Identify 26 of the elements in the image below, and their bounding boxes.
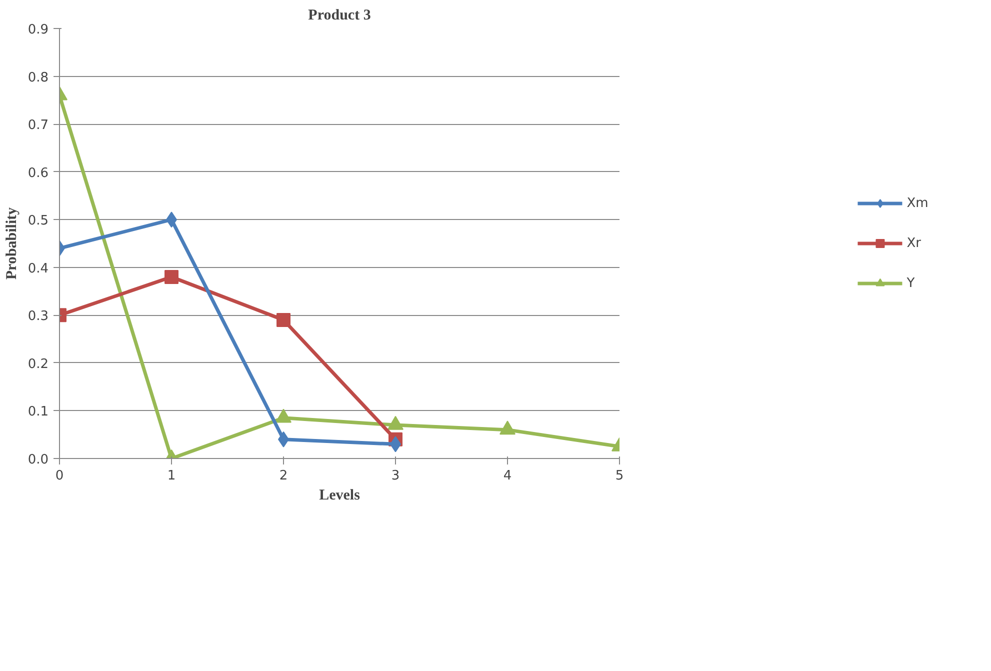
legend-label: Xr [906,236,922,250]
y-tick-label: 0.3 [28,309,49,324]
y-tick-label: 0.7 [28,118,49,134]
legend-label: Xm [906,196,928,210]
x-tick-label: 0 [55,468,64,484]
y-tick-label: 0.2 [28,356,49,372]
chart-title: Product 3 [308,8,371,24]
y-tick-label: 0.8 [28,70,49,86]
y-tick-label: 0.9 [28,22,49,38]
point [388,416,404,430]
point [276,312,290,327]
x-tick-label: 1 [167,468,176,484]
x-tick-label: 4 [503,468,512,484]
y-tick-label: 0.6 [28,166,49,181]
y-tick-label: 0.1 [28,404,49,420]
point [164,270,178,284]
x-axis-title: Levels [319,488,360,504]
point [276,408,292,423]
y-tick-label: 0.0 [28,452,49,468]
x-tick-label: 5 [615,468,624,484]
legend-label: Y [906,276,916,290]
x-tick-label: 2 [279,468,288,484]
y-axis-title: Probability [4,206,20,280]
x-tick-label: 3 [391,468,400,484]
y-tick-label: 0.4 [28,261,49,276]
y-tick-label: 0.5 [28,214,49,229]
